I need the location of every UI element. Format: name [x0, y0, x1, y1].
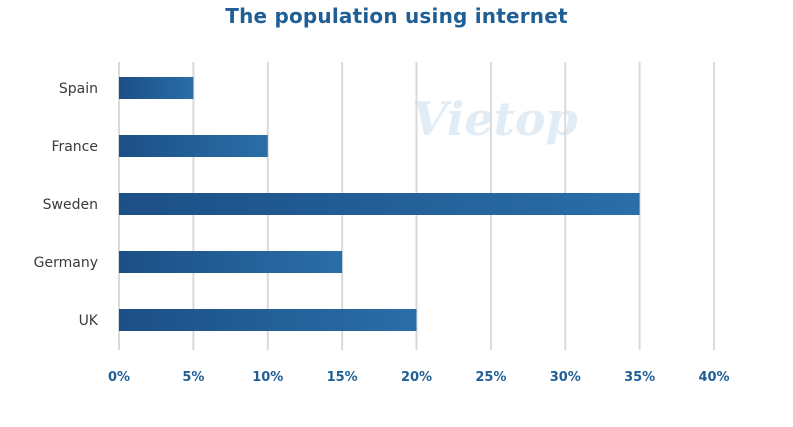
bar-uk [119, 309, 417, 331]
category-label-germany: Germany [34, 255, 98, 271]
bar-spain [119, 77, 194, 99]
category-label-spain: Spain [59, 81, 98, 97]
watermark-logo: Vietop [412, 92, 578, 146]
category-labels: Spain France Sweden Germany UK [34, 81, 99, 329]
x-tick-label: 20% [401, 370, 432, 385]
x-tick-label: 15% [327, 370, 358, 385]
category-label-sweden: Sweden [43, 197, 98, 213]
bar-france [119, 135, 268, 157]
x-tick-label: 5% [182, 370, 204, 385]
x-tick-label: 25% [475, 370, 506, 385]
category-label-france: France [51, 139, 98, 155]
chart-title: The population using internet [225, 4, 568, 28]
x-tick-label: 0% [108, 370, 130, 385]
x-axis-tick-labels: 0% 5% 10% 15% 20% 25% 30% 35% 40% [108, 370, 730, 385]
x-tick-label: 10% [252, 370, 283, 385]
bar-sweden [119, 193, 640, 215]
bars [119, 77, 640, 331]
x-tick-label: 35% [624, 370, 655, 385]
x-tick-label: 40% [698, 370, 729, 385]
x-tick-label: 30% [550, 370, 581, 385]
bar-germany [119, 251, 343, 273]
category-label-uk: UK [79, 313, 99, 329]
